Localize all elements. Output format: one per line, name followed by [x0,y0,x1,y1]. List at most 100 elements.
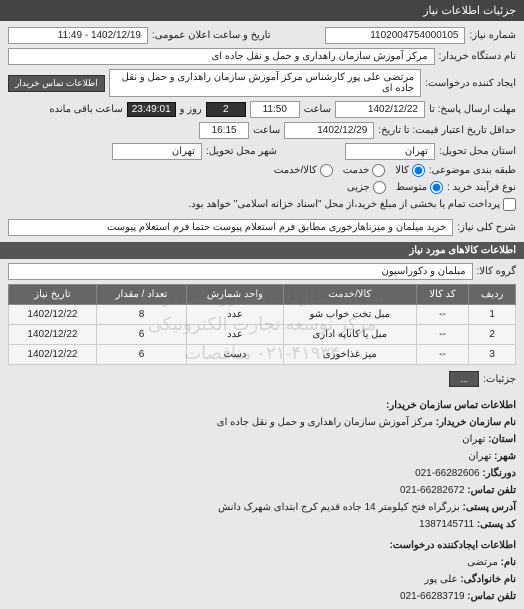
purchase-opt-1[interactable]: جزیی [347,181,386,194]
delivery-prov-label: استان محل تحویل: [439,146,516,157]
info-label: نام: [498,557,516,568]
deadline-price-time-label: ساعت [253,125,280,136]
general-desc-value: خرید میلمان و میزناهارخوری مطابق فرم است… [8,219,453,236]
table-cell: دست [187,345,284,365]
info-row: تلفن تماس: 66283719-021 [8,588,516,605]
payment-checkbox[interactable] [503,198,516,211]
info-value: 66283719-021 [400,591,465,602]
budget-type-label: طبقه بندی موضوعی: [429,165,516,176]
table-cell: 6 [96,345,186,365]
table-header: کد کالا [416,285,469,305]
budget-opt-1-label: خدمت [343,165,370,176]
deadline-price-label: حداقل تاریخ اعتبار قیمت: تا تاریخ: [378,125,516,136]
info-row: کد پستی: 1387145711 [8,516,516,533]
info-row: نام: مرتضی [8,554,516,571]
general-desc-label: شرح کلی نیاز: [457,222,516,233]
budget-opt-1[interactable]: خدمت [343,164,386,177]
contact-title2: اطلاعات ایجادکننده درخواست: [8,537,516,554]
info-label: آدرس پستی: [460,502,516,513]
countdown-time: 23:49:01 [127,102,176,117]
table-cell: 2 [469,325,516,345]
table-header: تعداد / مقدار [96,285,186,305]
deadline-reply-label: مهلت ارسال پاسخ: تا [429,104,516,115]
items-section-title: اطلاعات کالاهای مورد نیاز [0,242,524,259]
table-cell: 8 [96,305,186,325]
table-cell: 3 [469,345,516,365]
table-row: 2--مبل یا کاناپه اداریعدد61402/12/22 [9,325,516,345]
delivery-prov-value: تهران [345,143,435,160]
table-cell: 1402/12/22 [9,345,97,365]
countdown-days: 2 [206,102,246,117]
table-header: تاریخ نیاز [9,285,97,305]
info-label: تلفن تماس: [465,485,516,496]
group-value: مبلمان و دکوراسیون [8,263,473,280]
payment-checkbox-label: پرداخت تمام یا بخشی از مبلغ خرید،از محل … [188,199,500,210]
deadline-price-date: 1402/12/29 [284,122,374,139]
buyer-org-label: نام دستگاه خریدار: [439,51,516,62]
countdown-days-label: روز و [180,104,202,115]
info-value: بزرگراه فتح کیلومتر 14 جاده قدیم کرج ابت… [218,502,460,513]
info-row: شهر: تهران [8,448,516,465]
delivery-city-label: شهر محل تحویل: [206,146,277,157]
budget-radio-2[interactable] [320,164,333,177]
buyer-org-value: مرکز آموزش سازمان راهداری و حمل و نقل جا… [8,48,435,65]
table-header: کالا/خدمت [283,285,416,305]
table-cell: میز غذاخوری [283,345,416,365]
table-cell: -- [416,345,469,365]
info-row: آدرس پستی: بزرگراه فتح کیلومتر 14 جاده ق… [8,499,516,516]
info-row: دورنگار: 66282606-021 [8,465,516,482]
table-cell: عدد [187,305,284,325]
countdown-time-label: ساعت باقی مانده [49,104,122,115]
purchase-opt-0[interactable]: متوسط [396,181,443,194]
delivery-city-value: تهران [112,143,202,160]
info-value: 66282606-021 [415,468,480,479]
purchase-opt-0-label: متوسط [396,182,427,193]
viewmore-label: جزئیات: [483,374,516,385]
payment-checkbox-item[interactable]: پرداخت تمام یا بخشی از مبلغ خرید،از محل … [188,198,516,211]
info-label: کد پستی: [474,519,516,530]
table-header: ردیف [469,285,516,305]
info-label: دورنگار: [480,468,516,479]
contact-title1: اطلاعات تماس سازمان خریدار: [8,397,516,414]
pub-date-value: 1402/12/19 - 11:49 [8,27,148,44]
info-value: تهران [468,451,491,462]
requester-value: مرتضی علی پور کارشناس مرکز آموزش سازمان … [109,69,422,97]
budget-opt-2-label: کالا/خدمت [274,165,317,176]
table-cell: -- [416,305,469,325]
items-table: ردیفکد کالاکالا/خدمتواحد شمارشتعداد / مق… [8,284,516,365]
table-cell: -- [416,325,469,345]
info-row: استان: تهران [8,431,516,448]
deadline-reply-date: 1402/12/22 [335,101,425,118]
budget-opt-0-label: کالا [395,165,409,176]
contact-buyer-button[interactable]: اطلاعات تماس خریدار [8,75,105,92]
table-cell: عدد [187,325,284,345]
info-value: مرتضی [467,557,498,568]
purchase-type-label: نوع فرآیند خرید : [447,182,516,193]
purchase-radio-0[interactable] [430,181,443,194]
group-label: گروه کالا: [477,266,516,277]
budget-type-radio-group: کالا خدمت کالا/خدمت [274,164,425,177]
table-cell: 1 [469,305,516,325]
budget-opt-2[interactable]: کالا/خدمت [274,164,333,177]
req-no-label: شماره نیاز: [469,30,516,41]
info-label: تلفن تماس: [465,591,516,602]
info-row: نام سازمان خریدار: مرکز آموزش سازمان راه… [8,414,516,431]
deadline-reply-time-label: ساعت [304,104,331,115]
table-cell: 1402/12/22 [9,305,97,325]
info-value: 66282672-021 [400,485,465,496]
table-cell: 1402/12/22 [9,325,97,345]
info-row: تلفن تماس: 66282672-021 [8,482,516,499]
table-cell: 6 [96,325,186,345]
info-value: مرکز آموزش سازمان راهداری و حمل و نقل جا… [217,417,433,428]
info-label: شهر: [491,451,516,462]
budget-radio-0[interactable] [412,164,425,177]
viewmore-button[interactable]: ... [449,371,479,387]
info-value: 1387145711 [419,519,474,530]
purchase-opt-1-label: جزیی [347,182,370,193]
purchase-radio-1[interactable] [373,181,386,194]
info-label: نام سازمان خریدار: [433,417,516,428]
page-header: جزئیات اطلاعات نیاز [0,0,524,21]
budget-opt-0[interactable]: کالا [395,164,425,177]
budget-radio-1[interactable] [372,164,385,177]
table-header: واحد شمارش [187,285,284,305]
